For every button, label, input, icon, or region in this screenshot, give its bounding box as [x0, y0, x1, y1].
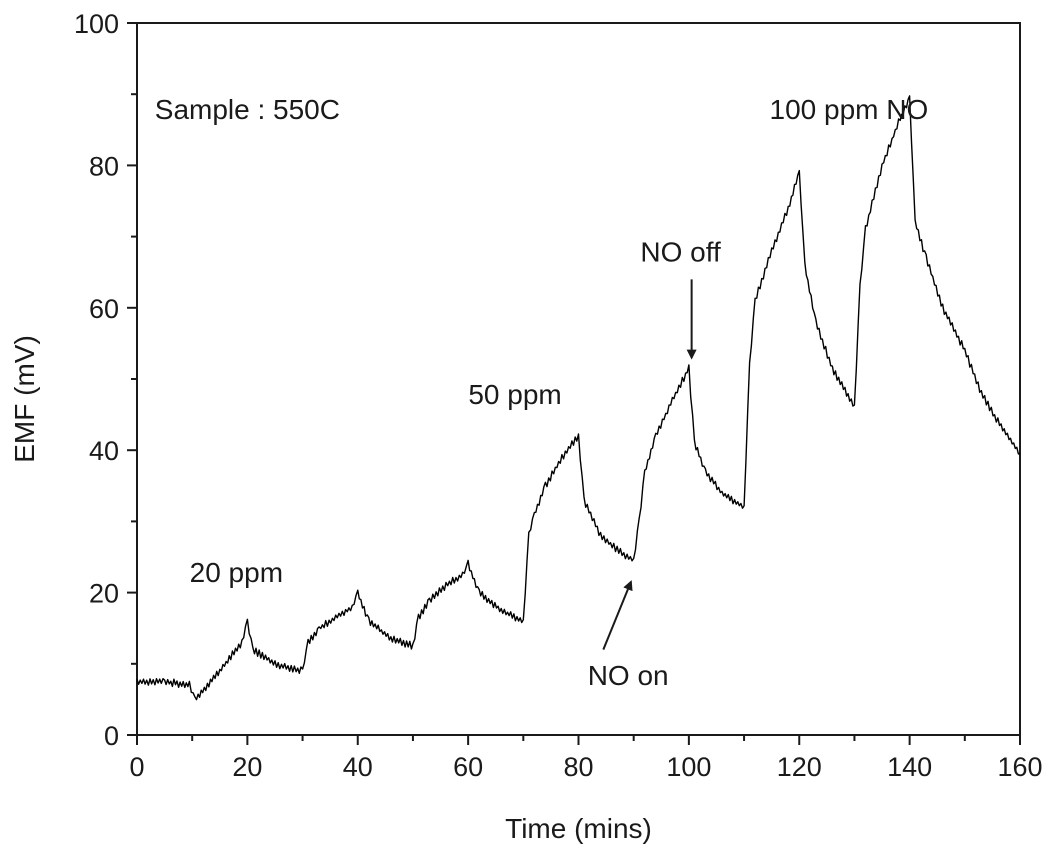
annotation-label: Sample : 550C: [155, 94, 340, 125]
y-axis-title: EMF (mV): [9, 335, 40, 463]
x-tick-label: 0: [129, 752, 144, 782]
x-tick-label: 60: [453, 752, 483, 782]
y-tick-label: 40: [89, 436, 119, 466]
x-tick-label: 100: [666, 752, 711, 782]
data-series: [137, 96, 1020, 700]
annotation-arrow: [603, 582, 631, 650]
y-tick-label: 100: [74, 9, 119, 39]
annotation-label: NO on: [588, 660, 669, 691]
x-axis-title: Time (mins): [505, 813, 652, 844]
x-tick-label: 160: [997, 752, 1042, 782]
annotation-label: NO off: [640, 237, 721, 268]
annotation-label: 50 ppm: [468, 379, 561, 410]
plot-area-frame: [137, 23, 1020, 735]
x-tick-label: 120: [777, 752, 822, 782]
y-tick-label: 80: [89, 151, 119, 181]
x-tick-label: 140: [887, 752, 932, 782]
annotations: Sample : 550C 20 ppm 50 ppm NO off NO on 100 …: [155, 94, 929, 691]
y-tick-label: 60: [89, 294, 119, 324]
emf-series-line: [137, 96, 1020, 700]
y-tick-label: 20: [89, 579, 119, 609]
annotation-label: 100 ppm NO: [770, 94, 929, 125]
annotation-label: 20 ppm: [190, 557, 283, 588]
x-tick-label: 40: [343, 752, 373, 782]
x-tick-label: 80: [563, 752, 593, 782]
y-tick-label: 0: [104, 721, 119, 751]
x-tick-label: 20: [232, 752, 262, 782]
